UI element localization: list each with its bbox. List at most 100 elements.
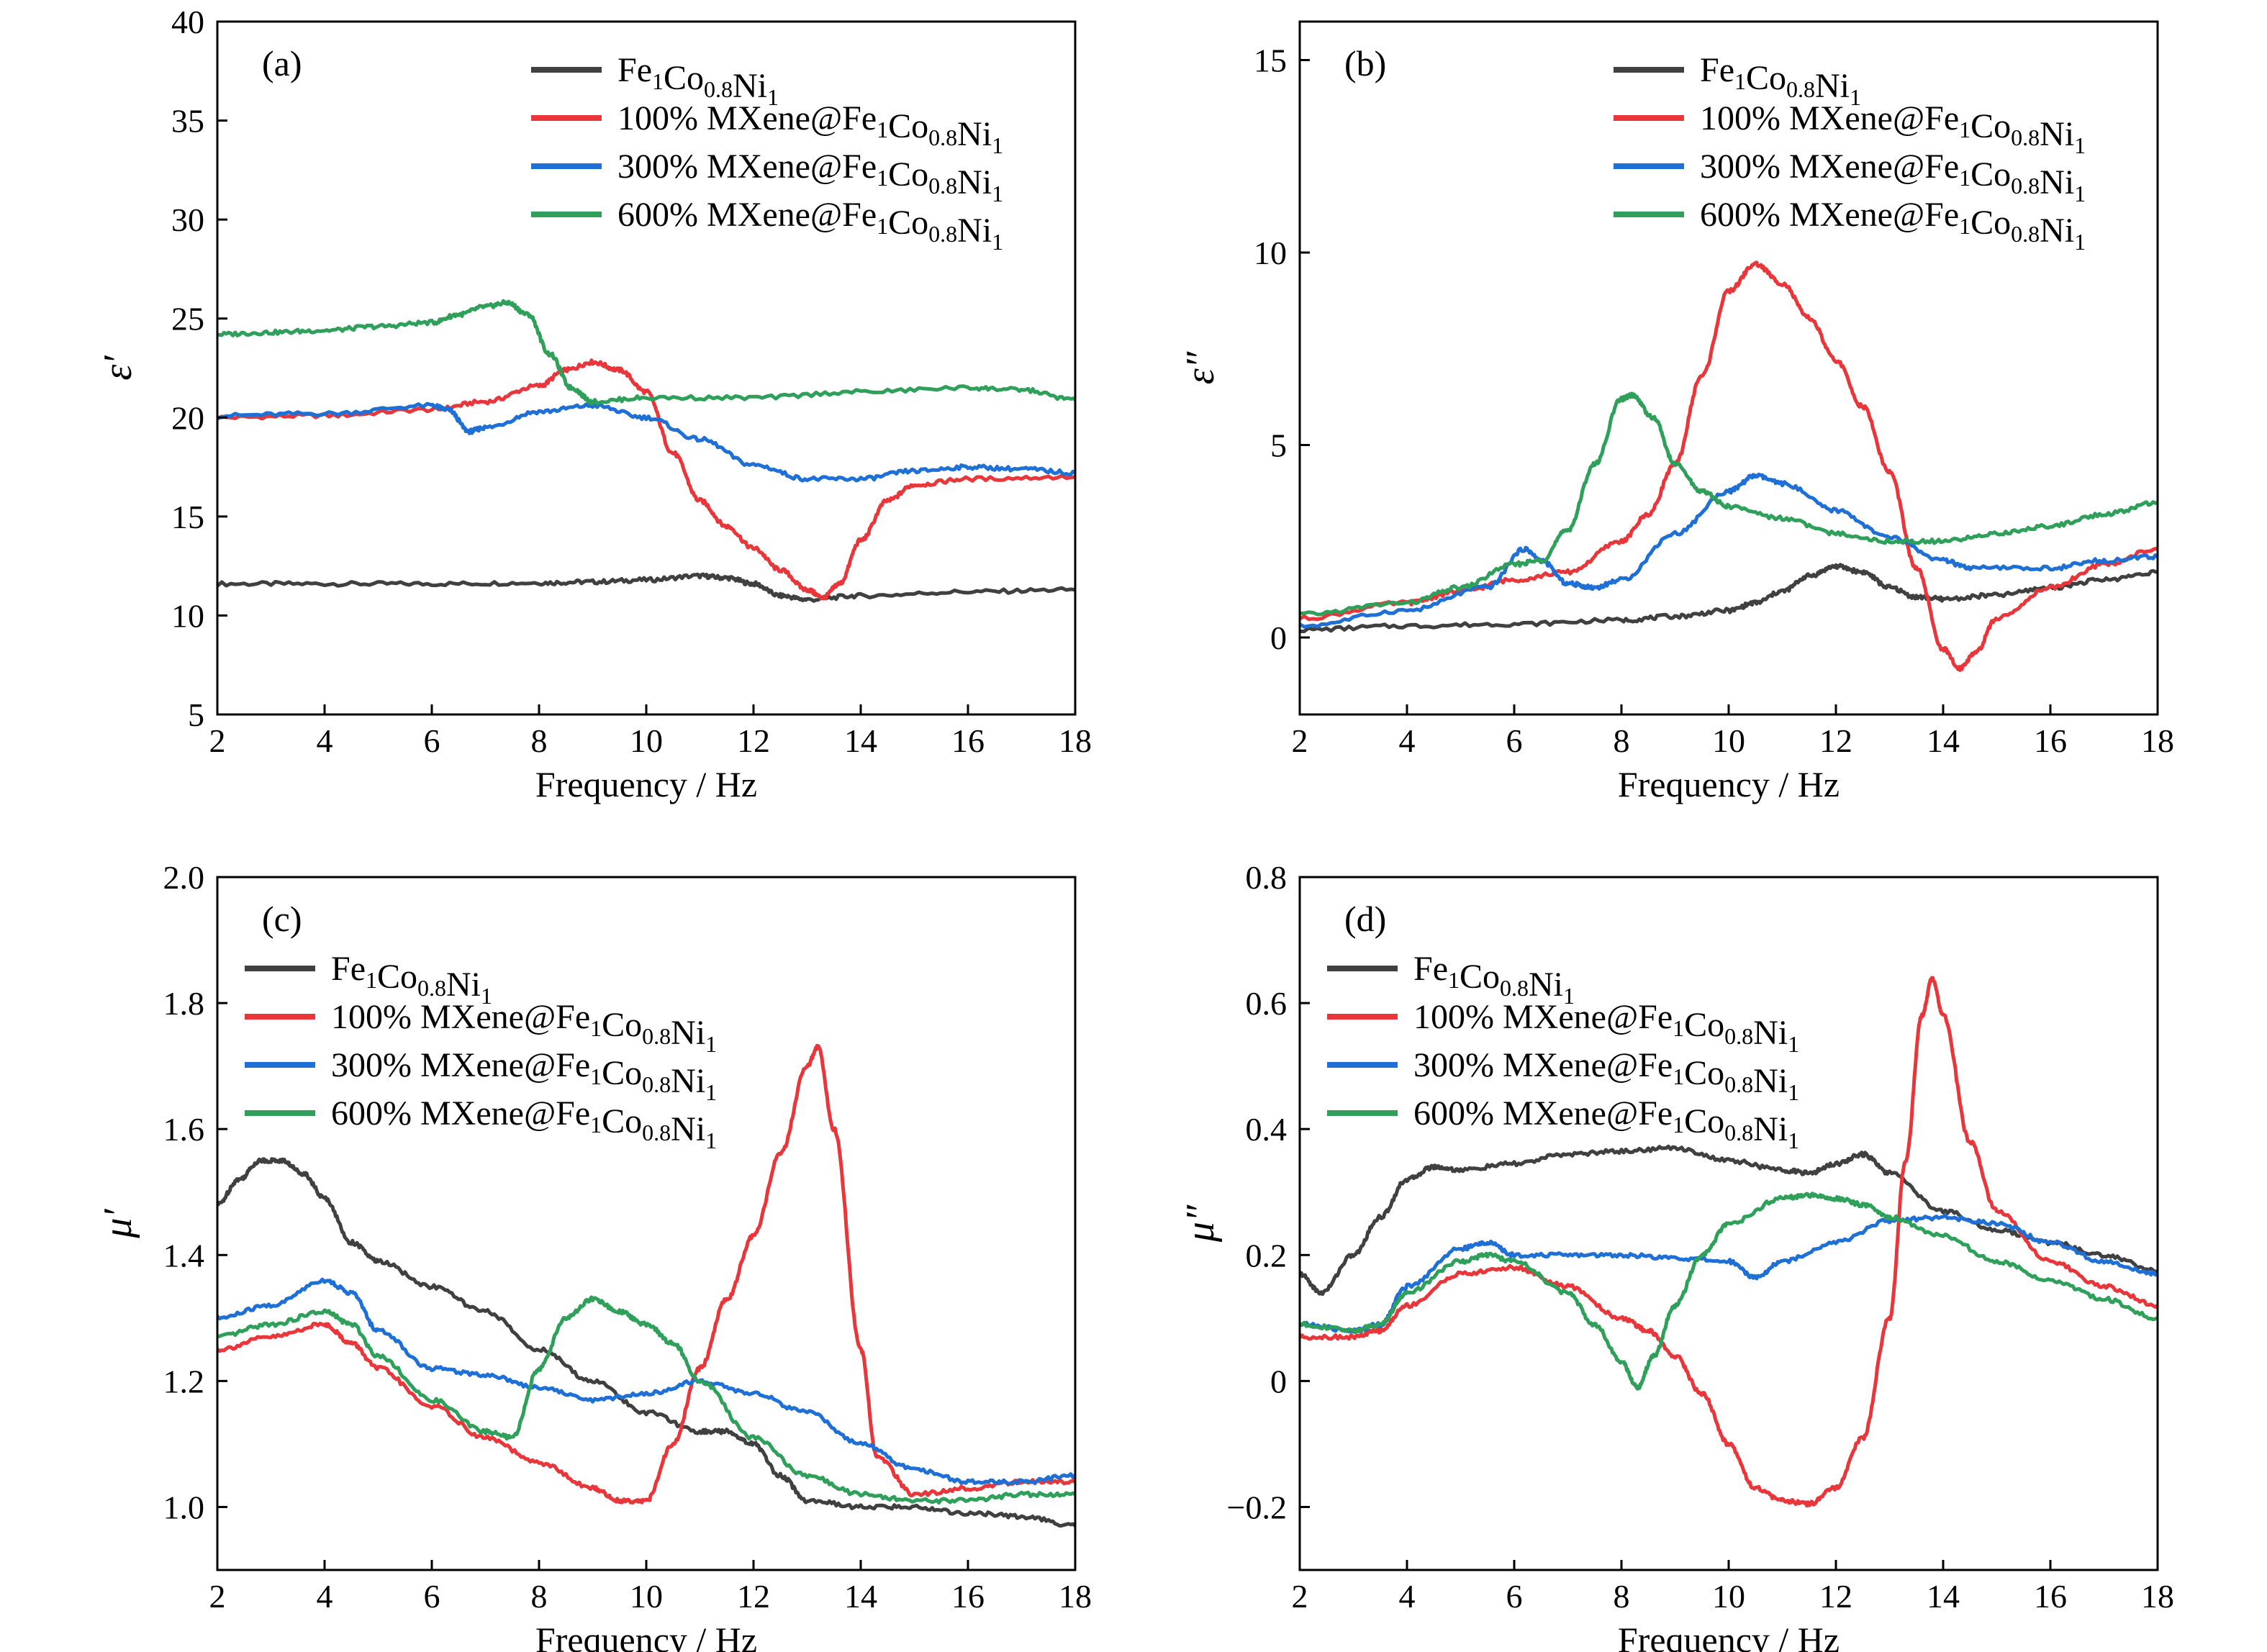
legend-entry: 100% MXene@Fe1Co0.8Ni1 (331, 998, 717, 1057)
x-tick-label: 6 (1506, 1578, 1523, 1615)
y-tick-label: 1.8 (163, 985, 205, 1022)
x-tick-label: 12 (737, 722, 770, 759)
panel-d: 2 4 6 8 10 12 14 16 18 −0.2 0 0.2 0.4 0.6 0.8 Frequency… (1178, 859, 2174, 1652)
x-tick-label: 6 (1506, 722, 1523, 759)
x-tick-label: 12 (1819, 1578, 1852, 1615)
y-tick-label: 5 (188, 696, 204, 733)
x-tick-label: 10 (1712, 722, 1745, 759)
x-tick-label: 18 (1059, 1578, 1092, 1615)
x-tick-label: 8 (1614, 1578, 1630, 1615)
y-tick-label: 0 (1270, 1363, 1287, 1399)
legend-entry: Fe1Co0.8Ni1 (331, 950, 492, 1009)
y-tick-label: 1.0 (163, 1489, 205, 1525)
y-axis-label: μ′ (96, 1209, 140, 1239)
x-tick-label: 10 (630, 722, 663, 759)
y-axis-label: ε″ (1178, 351, 1223, 384)
series-line-2 (217, 401, 1075, 483)
legend-entry: 600% MXene@Fe1Co0.8Ni1 (617, 196, 1003, 255)
x-axis-label: Frequency / Hz (535, 764, 757, 804)
series-lines (1300, 260, 2158, 672)
series-lines (1300, 976, 2158, 1508)
y-tick-label: 15 (171, 499, 204, 535)
x-tick-label: 14 (844, 1578, 877, 1615)
x-tick-label: 16 (2034, 722, 2067, 759)
series-line-0 (217, 1157, 1075, 1528)
y-tick-label: 1.4 (163, 1237, 205, 1274)
x-tick-label: 16 (2034, 1578, 2067, 1615)
x-tick-label: 18 (1059, 722, 1092, 759)
legend-entry: 100% MXene@Fe1Co0.8Ni1 (617, 99, 1003, 158)
y-tick-label: 1.2 (163, 1363, 205, 1399)
y-tick-label: 25 (171, 301, 204, 337)
series-line-0 (217, 572, 1075, 603)
panel-b: 2 4 6 8 10 12 14 16 18 0 5 10 15 Frequency / Hz ε″ (b) F… (1178, 20, 2174, 804)
y-tick-label: −0.2 (1227, 1489, 1287, 1525)
series-line-3 (217, 1295, 1075, 1505)
y-tick-label: 10 (1254, 235, 1287, 271)
series-line-1 (217, 358, 1075, 601)
legend-entry: Fe1Co0.8Ni1 (617, 51, 779, 110)
legend-entry: Fe1Co0.8Ni1 (1700, 51, 1861, 110)
x-tick-label: 10 (1712, 1578, 1745, 1615)
x-tick-label: 10 (630, 1578, 663, 1615)
y-tick-label: 0.2 (1246, 1237, 1288, 1274)
x-tick-label: 2 (209, 722, 226, 759)
legend-entry: 600% MXene@Fe1Co0.8Ni1 (331, 1094, 717, 1153)
legend-entry: 300% MXene@Fe1Co0.8Ni1 (331, 1046, 717, 1105)
legend-entry: 100% MXene@Fe1Co0.8Ni1 (1700, 99, 2086, 158)
x-tick-label: 14 (1927, 1578, 1960, 1615)
series-line-3 (217, 299, 1075, 406)
x-tick-label: 4 (317, 722, 333, 759)
x-tick-label: 4 (317, 1578, 333, 1615)
y-tick-label: 35 (171, 103, 204, 140)
y-tick-label: 5 (1270, 427, 1287, 464)
series-line-1 (217, 1043, 1075, 1504)
y-tick-label: 40 (171, 4, 204, 40)
x-tick-label: 8 (531, 722, 548, 759)
x-axis-label: Frequency / Hz (1618, 764, 1840, 804)
series-line-3 (1300, 391, 2158, 617)
x-tick-label: 4 (1399, 722, 1416, 759)
x-axis-label: Frequency / Hz (1618, 1620, 1840, 1652)
x-tick-label: 2 (1292, 1578, 1308, 1615)
series-lines (217, 1043, 1075, 1528)
x-tick-label: 6 (424, 722, 440, 759)
legend-entry: 600% MXene@Fe1Co0.8Ni1 (1700, 196, 2086, 255)
legend-entry: 300% MXene@Fe1Co0.8Ni1 (1413, 1046, 1799, 1105)
x-tick-label: 16 (951, 1578, 985, 1615)
legend-entry: 300% MXene@Fe1Co0.8Ni1 (1700, 148, 2086, 206)
panel-a: 2 4 6 8 10 12 14 16 18 5 10 15 20 25 30 35 40 Frequency /… (96, 4, 1092, 804)
y-tick-label: 15 (1254, 42, 1287, 79)
x-tick-label: 14 (844, 722, 877, 759)
series-line-2 (1300, 472, 2158, 629)
panel-label: (b) (1344, 43, 1386, 83)
x-tick-label: 8 (1614, 722, 1630, 759)
y-tick-label: 0.6 (1246, 985, 1288, 1022)
y-tick-label: 20 (171, 399, 204, 436)
y-axis-label: μ″ (1178, 1204, 1223, 1243)
x-axis-label: Frequency / Hz (535, 1620, 757, 1652)
panel-label: (d) (1344, 899, 1386, 939)
x-tick-label: 18 (2141, 1578, 2174, 1615)
x-tick-label: 16 (951, 722, 985, 759)
x-tick-label: 2 (1292, 722, 1308, 759)
series-line-2 (1300, 1213, 2158, 1334)
x-tick-label: 12 (737, 1578, 770, 1615)
panel-label: (a) (262, 43, 302, 83)
series-line-3 (1300, 1192, 2158, 1391)
legend-entry: 600% MXene@Fe1Co0.8Ni1 (1413, 1094, 1799, 1153)
x-tick-label: 14 (1927, 722, 1960, 759)
x-tick-label: 18 (2141, 722, 2174, 759)
x-tick-label: 6 (424, 1578, 440, 1615)
series-lines (217, 299, 1075, 603)
x-tick-label: 12 (1819, 722, 1852, 759)
series-line-0 (1300, 563, 2158, 633)
series-line-1 (1300, 260, 2158, 672)
x-tick-label: 2 (209, 1578, 226, 1615)
series-line-2 (217, 1277, 1075, 1486)
y-axis-label: ε′ (96, 355, 140, 381)
